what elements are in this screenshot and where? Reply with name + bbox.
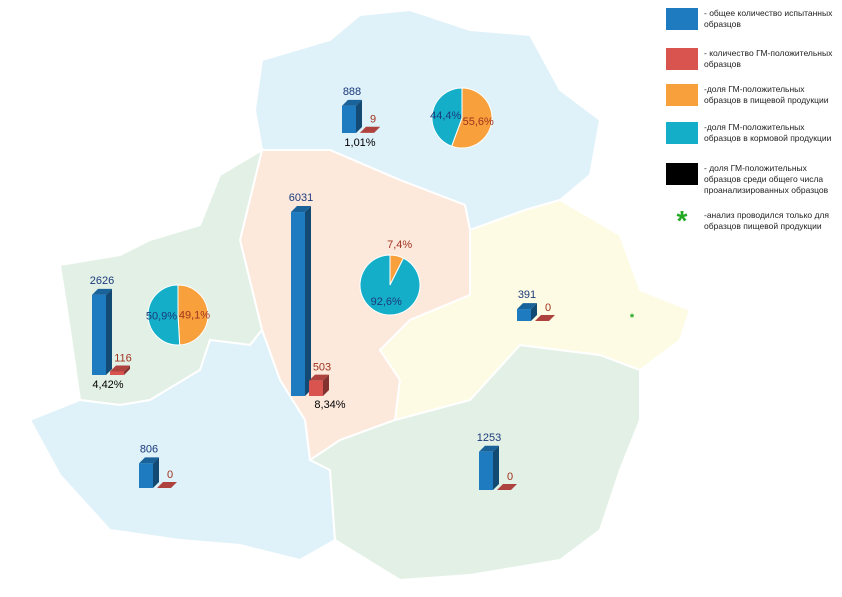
- positive-label: 0: [507, 471, 513, 483]
- pie-slice: [177, 284, 209, 346]
- bar-face: [374, 126, 380, 133]
- pie-label: 50,9%: [146, 310, 177, 322]
- pie-slice: [147, 284, 181, 346]
- bar: [92, 288, 112, 375]
- bar-face: [92, 294, 106, 375]
- legend-swatch: [666, 8, 698, 30]
- legend-symbol: *: [676, 205, 688, 236]
- bar-face: [106, 288, 112, 375]
- pie-label: 44,4%: [430, 110, 461, 122]
- bar-face: [342, 99, 362, 106]
- legend-text: - общее количество испытанных образцов: [704, 8, 833, 29]
- bar-face: [139, 457, 159, 464]
- bar: [497, 484, 517, 490]
- bar-face: [531, 303, 537, 321]
- note-marker: *: [630, 312, 635, 324]
- bar: [139, 457, 159, 488]
- bar-face: [139, 463, 153, 488]
- pie-label: 7,4%: [387, 239, 412, 251]
- legend-text: -анализ проводился только для образцов п…: [704, 210, 829, 231]
- bar: [535, 315, 555, 321]
- positive-label: 116: [114, 352, 132, 364]
- positive-label: 0: [167, 469, 173, 481]
- pie-label: 55,6%: [463, 116, 494, 128]
- legend-swatch: [666, 48, 698, 70]
- bar-face: [479, 445, 499, 452]
- share-label: 8,34%: [314, 399, 345, 411]
- bar-face: [157, 482, 177, 488]
- bar: [479, 445, 499, 490]
- pie-label: 49,1%: [179, 310, 210, 322]
- pie-slice: [431, 87, 463, 147]
- share-label: 4,42%: [92, 379, 123, 391]
- bar-face: [479, 451, 493, 490]
- bar: [342, 99, 362, 133]
- bar: [360, 126, 380, 133]
- bar-face: [110, 371, 124, 375]
- bar-face: [360, 126, 380, 133]
- total-label: 6031: [289, 192, 313, 204]
- positive-label: 503: [313, 362, 331, 374]
- legend-item: -доля ГМ-положительных образцов в кормов…: [666, 122, 842, 144]
- total-label: 888: [343, 86, 361, 98]
- bar-face: [124, 365, 130, 375]
- bar-face: [342, 105, 356, 133]
- legend-text: - доля ГМ-положительных образцов среди о…: [704, 163, 829, 195]
- pie-slice: [359, 254, 421, 316]
- bar-face: [497, 484, 517, 490]
- total-label: 806: [140, 443, 158, 455]
- positive-label: 0: [545, 302, 551, 314]
- legend-item: - общее количество испытанных образцов: [666, 8, 842, 30]
- bar-face: [356, 99, 362, 133]
- bar-face: [291, 212, 305, 396]
- share-label: 1,01%: [344, 137, 375, 149]
- positive-label: 9: [370, 114, 376, 126]
- bar: [309, 374, 329, 396]
- legend-swatch: [666, 122, 698, 144]
- bar-face: [309, 380, 323, 396]
- total-label: 391: [518, 289, 536, 301]
- bar-face: [517, 309, 531, 321]
- legend-item: * -анализ проводился только для образцов …: [666, 205, 842, 236]
- bar-face: [535, 315, 555, 321]
- bar: [517, 303, 537, 321]
- bar-face: [153, 457, 159, 488]
- pie-slice: [451, 87, 493, 149]
- bar-face: [92, 288, 112, 295]
- bar-face: [305, 206, 311, 396]
- pie-label: 92,6%: [371, 296, 402, 308]
- legend-text: -доля ГМ-положительных образцов в пищево…: [704, 84, 829, 105]
- bar-face: [517, 303, 537, 310]
- total-label: 2626: [90, 275, 114, 287]
- legend-text: -доля ГМ-положительных образцов в кормов…: [704, 122, 832, 143]
- bar-face: [309, 374, 329, 381]
- legend-text: - количество ГМ-положительных образцов: [704, 48, 833, 69]
- bar-face: [323, 374, 329, 396]
- bar-face: [493, 445, 499, 490]
- legend-item: - количество ГМ-положительных образцов: [666, 48, 842, 70]
- bar-face: [110, 365, 130, 372]
- bar: [157, 482, 177, 488]
- bar: [291, 206, 311, 396]
- legend-swatch: [666, 84, 698, 106]
- total-label: 1253: [477, 432, 501, 444]
- bar: [110, 365, 130, 375]
- legend-swatch: [666, 163, 698, 185]
- legend-item: - доля ГМ-положительных образцов среди о…: [666, 163, 842, 196]
- bar-face: [291, 206, 311, 213]
- legend-item: -доля ГМ-положительных образцов в пищево…: [666, 84, 842, 106]
